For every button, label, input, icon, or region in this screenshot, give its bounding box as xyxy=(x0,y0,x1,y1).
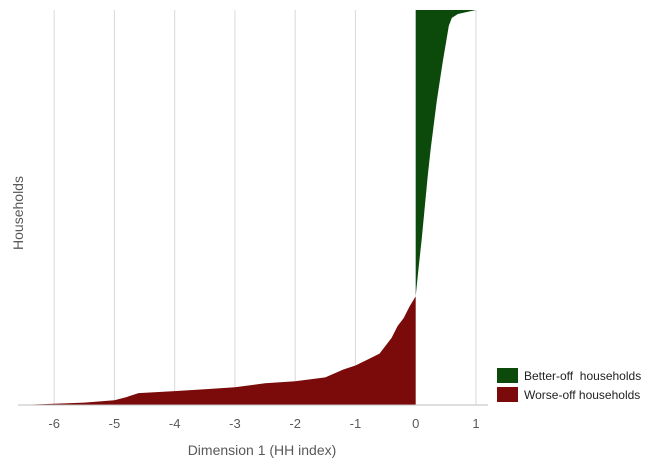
x-tick-label-4: -2 xyxy=(289,416,301,431)
x-tick-labels: -6 -5 -4 -3 -2 -1 0 1 xyxy=(48,416,479,431)
x-tick-label-5: -1 xyxy=(350,416,362,431)
legend-label-worse-off: Worse-off households xyxy=(524,388,640,402)
x-tick-label-2: -4 xyxy=(169,416,181,431)
legend-swatch-worse-off xyxy=(497,387,518,402)
y-axis-title: Households xyxy=(10,176,26,250)
x-axis-title: Dimension 1 (HH index) xyxy=(188,442,337,458)
legend-swatch-better-off xyxy=(497,368,518,383)
x-tick-label-0: -6 xyxy=(48,416,60,431)
x-tick-label-6: 0 xyxy=(412,416,419,431)
series-area-0 xyxy=(415,10,488,297)
legend-label-better-off: Better-off households xyxy=(524,369,641,383)
series-area-1 xyxy=(18,296,416,405)
x-tick-label-7: 1 xyxy=(472,416,479,431)
gridlines xyxy=(53,10,477,405)
x-tick-label-3: -3 xyxy=(229,416,241,431)
legend: Better-off households Worse-off househol… xyxy=(497,368,641,402)
series-areas xyxy=(18,10,488,405)
x-tick-label-1: -5 xyxy=(109,416,121,431)
